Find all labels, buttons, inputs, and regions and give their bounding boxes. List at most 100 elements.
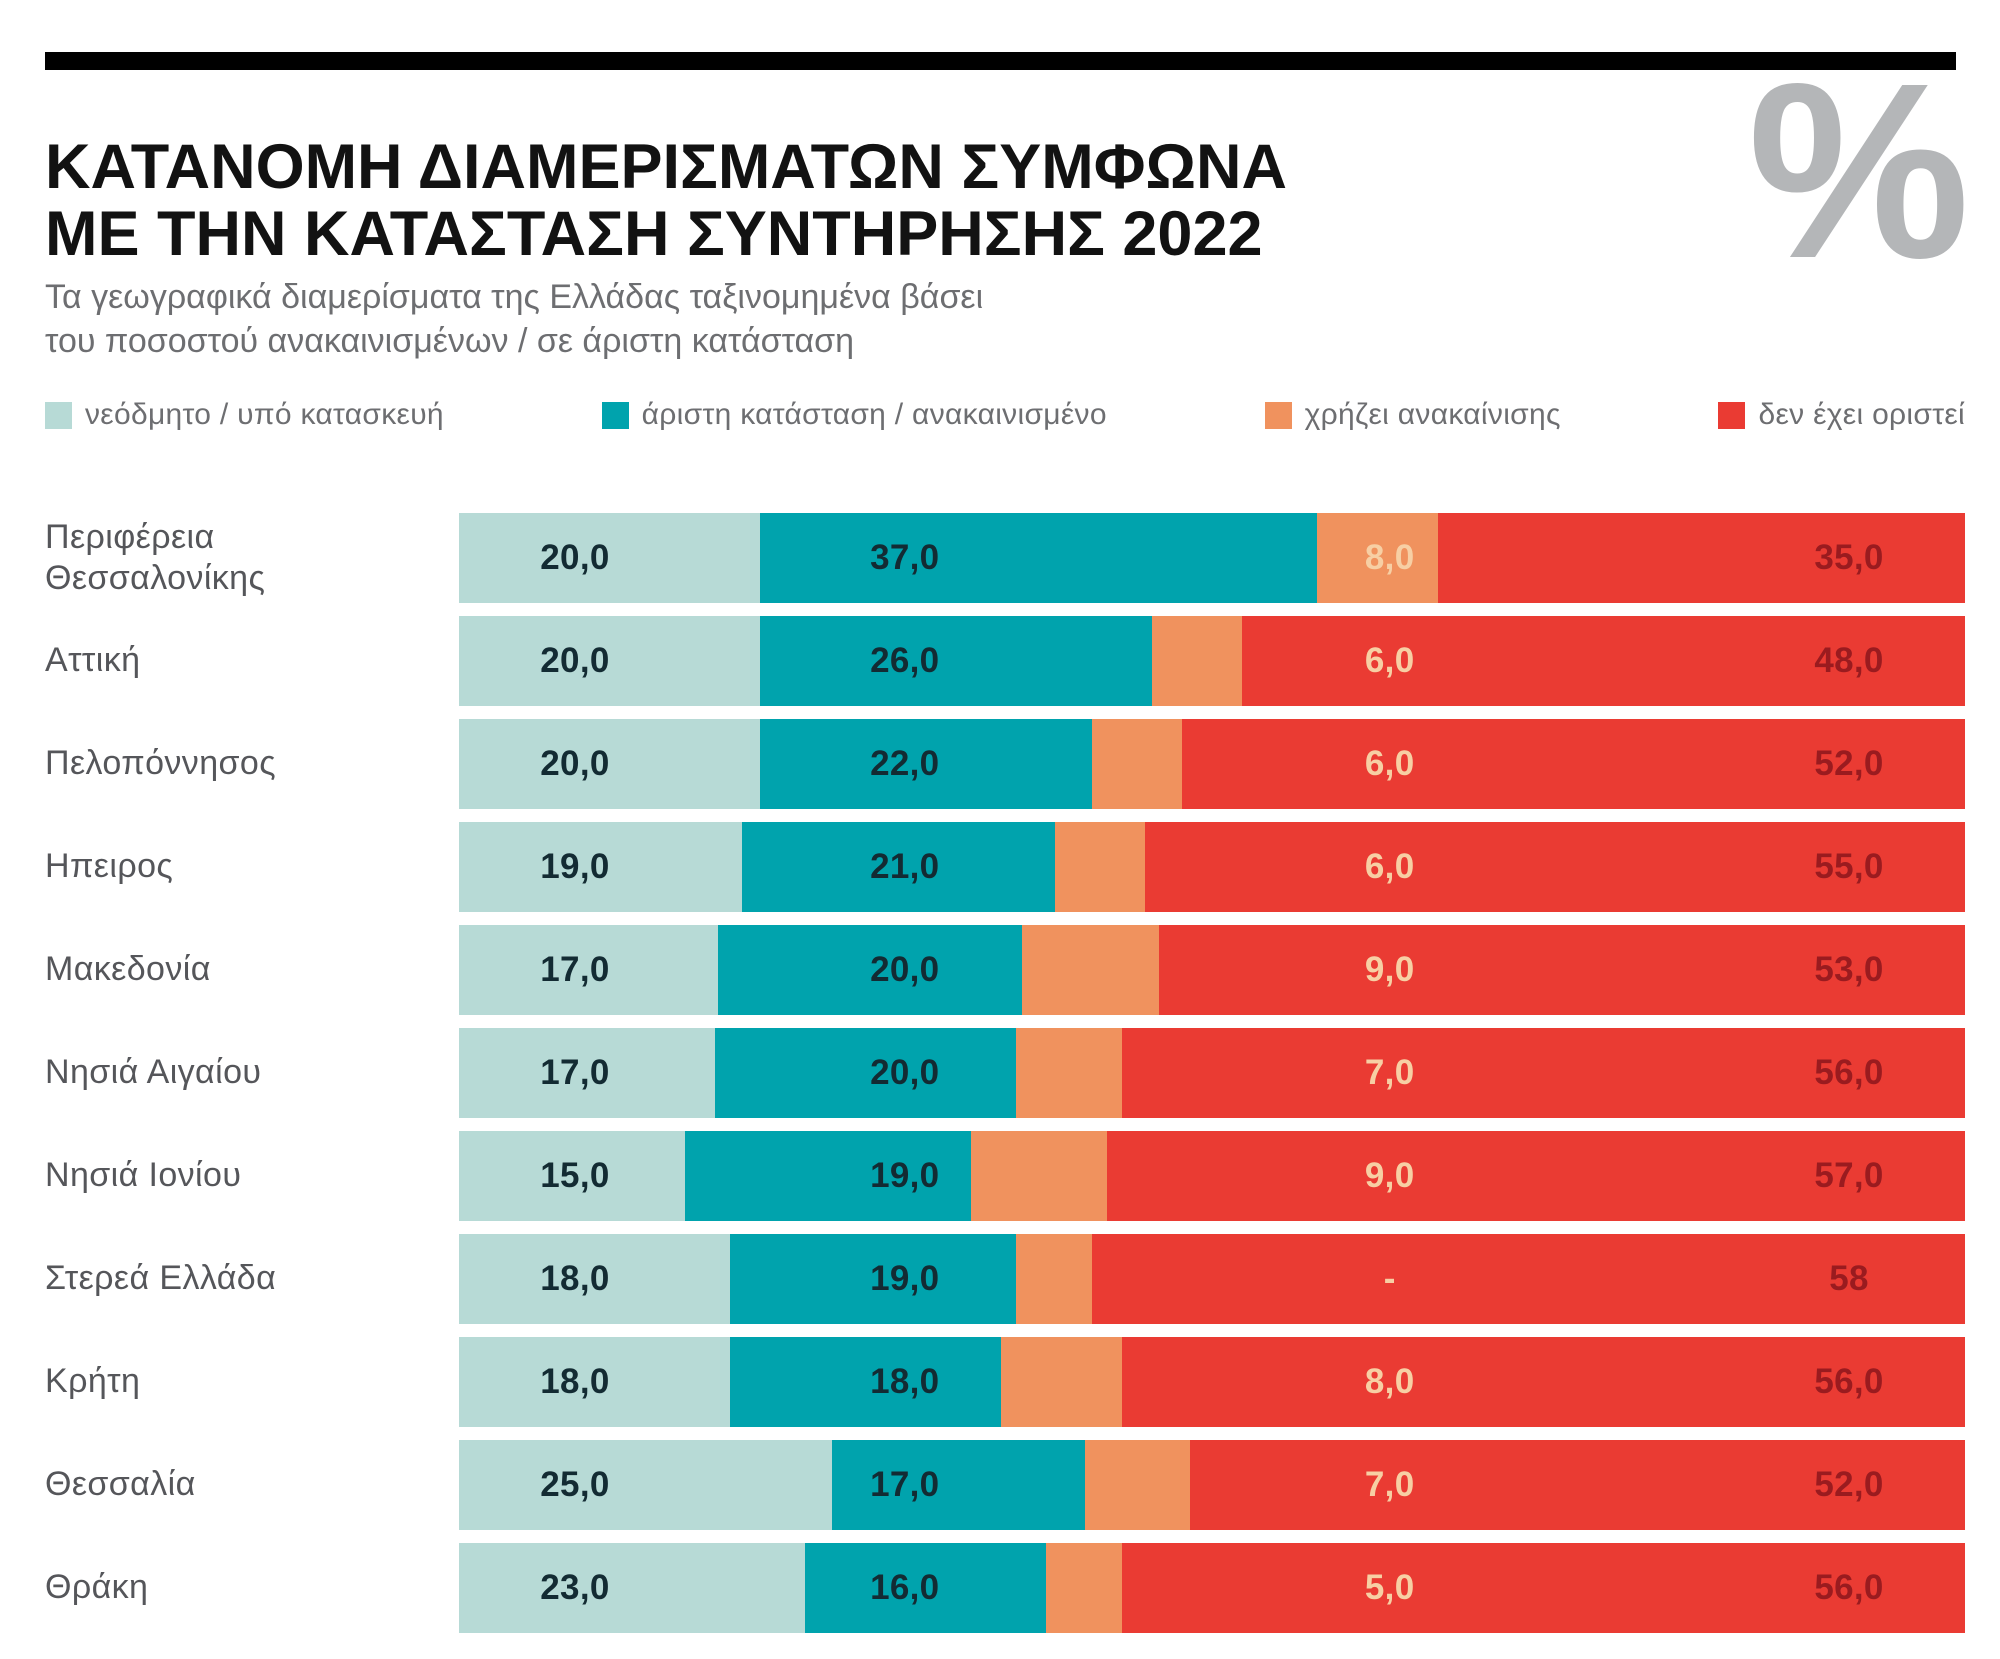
- row-label: Νησιά Ιονίου: [45, 1156, 242, 1195]
- value-label: 20,0: [870, 950, 940, 989]
- bar-segment-0: [459, 822, 743, 912]
- bar-segment-3: [1121, 1028, 1965, 1118]
- value-label: 56,0: [1814, 1053, 1884, 1092]
- value-label: 20,0: [540, 744, 610, 783]
- chart-row: Περιφέρεια Θεσσαλονίκης 20,0 37,0 8,0 35,0: [45, 513, 1965, 603]
- value-label: 19,0: [540, 847, 610, 886]
- value-label: 52,0: [1814, 1465, 1884, 1504]
- bar-segment-3: [1242, 616, 1965, 706]
- bar-segment-1: [730, 1234, 1017, 1324]
- value-label: 53,0: [1814, 950, 1884, 989]
- subtitle-line-1: Τα γεωγραφικά διαμερίσματα της Ελλάδας τ…: [45, 278, 984, 316]
- stacked-bar: 20,0 26,0 6,0 48,0: [459, 616, 1965, 706]
- bar-segment-3: [1189, 1440, 1965, 1530]
- stacked-bar: 20,0 37,0 8,0 35,0: [459, 513, 1965, 603]
- value-label: 6,0: [1364, 744, 1415, 783]
- legend-swatch-icon: [1718, 401, 1746, 429]
- row-label: Πελοπόννησος: [45, 744, 276, 783]
- bar-segment-1: [760, 719, 1092, 809]
- value-label: 20,0: [870, 1053, 940, 1092]
- value-label: 23,0: [540, 1568, 610, 1607]
- value-label: 17,0: [540, 950, 610, 989]
- top-black-rule: [45, 52, 1956, 70]
- bar-segment-2: [1317, 513, 1438, 603]
- value-label: 18,0: [870, 1362, 940, 1401]
- row-label: Αττική: [45, 641, 141, 680]
- value-label: 17,0: [870, 1465, 940, 1504]
- bar-segment-1: [831, 1440, 1086, 1530]
- stacked-bar: 17,0 20,0 9,0 53,0: [459, 925, 1965, 1015]
- bar-segment-1: [760, 513, 1318, 603]
- row-label: Μακεδονία: [45, 950, 211, 989]
- value-label: 9,0: [1364, 1156, 1415, 1195]
- value-label: 52,0: [1814, 744, 1884, 783]
- value-label: 7,0: [1364, 1465, 1415, 1504]
- bar-segment-3: [1181, 719, 1965, 809]
- title-line-2: ΜΕ ΤΗΝ ΚΑΤΑΣΤΑΣΗ ΣΥΝΤΗΡΗΣΗΣ 2022: [45, 198, 1263, 269]
- subtitle-line-2: του ποσοστού ανακαινισμένων / σε άριστη …: [45, 321, 855, 360]
- legend: νεόδμητο / υπό κατασκευή άριστη κατάσταση…: [45, 398, 1965, 432]
- row-label: Ηπειρος: [45, 847, 174, 886]
- legend-item-3: δεν έχει οριστεί: [1718, 398, 1965, 432]
- bar-segment-1: [717, 925, 1022, 1015]
- chart-row: Αττική 20,0 26,0 6,0 48,0: [45, 616, 1965, 706]
- value-label: 48,0: [1814, 641, 1884, 680]
- value-label: 5,0: [1364, 1568, 1415, 1607]
- row-label: Περιφέρεια Θεσσαλονίκης: [45, 517, 266, 597]
- value-label: 56,0: [1814, 1362, 1884, 1401]
- value-label: 22,0: [870, 744, 940, 783]
- bar-segment-0: [459, 1234, 731, 1324]
- value-label: 25,0: [540, 1465, 610, 1504]
- bar-segment-1: [684, 1131, 972, 1221]
- chart-row: Θεσσαλία 25,0 17,0 7,0 52,0: [45, 1440, 1965, 1530]
- bar-segment-2: [1021, 925, 1159, 1015]
- legend-swatch-icon: [601, 401, 629, 429]
- row-label: Κρήτη: [45, 1362, 141, 1401]
- chart-row: Νησιά Ιονίου 15,0 19,0 9,0 57,0: [45, 1131, 1965, 1221]
- percent-symbol-decoration: %: [1747, 31, 1970, 310]
- bar-segment-0: [459, 1440, 832, 1530]
- bar-segment-0: [459, 513, 761, 603]
- value-label: 56,0: [1814, 1568, 1884, 1607]
- bar-segment-0: [459, 1337, 731, 1427]
- bar-segment-0: [459, 1131, 685, 1221]
- bar-segment-3: [1091, 1234, 1965, 1324]
- bar-segment-2: [1055, 822, 1145, 912]
- value-label: 6,0: [1364, 641, 1415, 680]
- value-label: 8,0: [1364, 538, 1415, 577]
- bar-segment-0: [459, 719, 761, 809]
- bar-segment-3: [1158, 925, 1965, 1015]
- row-label: Θράκη: [45, 1568, 149, 1607]
- value-label: 26,0: [870, 641, 940, 680]
- bar-segment-1: [742, 822, 1056, 912]
- bar-segment-2: [1016, 1028, 1122, 1118]
- stacked-bar: 18,0 18,0 8,0 56,0: [459, 1337, 1965, 1427]
- bar-segment-2: [1046, 1543, 1122, 1633]
- value-label: 58: [1829, 1259, 1869, 1298]
- chart-row: Νησιά Αιγαίου 17,0 20,0 7,0 56,0: [45, 1028, 1965, 1118]
- legend-item-1: άριστη κατάσταση / ανακαινισμένο: [601, 398, 1107, 432]
- legend-label: δεν έχει οριστεί: [1758, 398, 1965, 431]
- title-line-1: ΚΑΤΑΝΟΜΗ ΔΙΑΜΕΡΙΣΜΑΤΩΝ ΣΥΜΦΩΝΑ: [45, 132, 1287, 203]
- bar-segment-2: [971, 1131, 1107, 1221]
- chart-row: Κρήτη 18,0 18,0 8,0 56,0: [45, 1337, 1965, 1427]
- bar-segment-3: [1437, 513, 1965, 603]
- bar-segment-2: [1001, 1337, 1122, 1427]
- page-title: ΚΑΤΑΝΟΜΗ ΔΙΑΜΕΡΙΣΜΑΤΩΝ ΣΥΜΦΩΝΑ ΜΕ ΤΗΝ ΚΑ…: [45, 134, 1545, 268]
- legend-label: άριστη κατάσταση / ανακαινισμένο: [641, 398, 1107, 431]
- bar-segment-2: [1091, 719, 1182, 809]
- value-label: -: [1383, 1259, 1396, 1298]
- row-label: Στερεά Ελλάδα: [45, 1259, 277, 1298]
- bar-segment-2: [1016, 1234, 1092, 1324]
- stacked-bar: 15,0 19,0 9,0 57,0: [459, 1131, 1965, 1221]
- legend-item-0: νεόδμητο / υπό κατασκευή: [45, 398, 444, 432]
- value-label: 20,0: [540, 641, 610, 680]
- value-label: 19,0: [870, 1156, 940, 1195]
- bar-segment-3: [1106, 1131, 1965, 1221]
- bar-segment-1: [715, 1028, 1017, 1118]
- bar-segment-0: [459, 616, 761, 706]
- stacked-bar: 23,0 16,0 5,0 56,0: [459, 1543, 1965, 1633]
- bar-segment-1: [730, 1337, 1002, 1427]
- value-label: 9,0: [1364, 950, 1415, 989]
